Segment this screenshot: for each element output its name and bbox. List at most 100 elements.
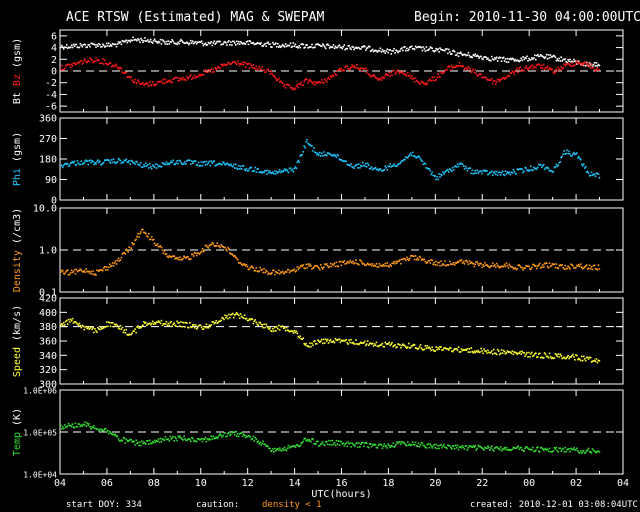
data-point bbox=[201, 440, 204, 443]
data-point bbox=[214, 245, 216, 247]
data-point bbox=[301, 338, 303, 341]
data-point bbox=[364, 67, 366, 70]
data-point bbox=[145, 40, 147, 42]
data-point bbox=[465, 349, 468, 351]
data-point bbox=[387, 165, 389, 167]
data-point bbox=[220, 163, 222, 165]
data-point bbox=[406, 444, 408, 447]
data-point bbox=[447, 348, 449, 350]
data-point bbox=[515, 60, 518, 62]
data-point bbox=[494, 352, 496, 355]
data-point bbox=[448, 65, 450, 67]
data-point bbox=[376, 446, 379, 449]
data-point bbox=[262, 440, 264, 443]
data-point bbox=[564, 65, 566, 67]
data-point bbox=[101, 45, 103, 48]
data-point bbox=[403, 441, 405, 444]
data-point bbox=[192, 324, 195, 326]
data-point bbox=[523, 450, 525, 452]
data-point bbox=[184, 438, 186, 440]
data-point bbox=[553, 72, 556, 75]
data-point bbox=[488, 79, 490, 81]
data-point bbox=[367, 344, 370, 346]
data-point bbox=[496, 264, 499, 267]
data-point bbox=[215, 320, 217, 322]
data-point bbox=[159, 245, 162, 247]
data-point bbox=[237, 62, 240, 65]
data-point bbox=[255, 43, 258, 45]
data-point bbox=[142, 166, 144, 168]
data-point bbox=[538, 262, 541, 265]
data-point bbox=[100, 428, 102, 430]
data-point bbox=[92, 270, 94, 272]
data-point bbox=[173, 77, 175, 80]
data-point bbox=[437, 48, 439, 50]
data-point bbox=[598, 64, 601, 67]
data-point bbox=[530, 268, 532, 271]
data-point bbox=[69, 318, 72, 321]
data-point bbox=[461, 349, 464, 352]
data-point bbox=[579, 265, 581, 268]
data-point bbox=[385, 167, 388, 169]
data-point bbox=[113, 43, 116, 46]
data-point bbox=[322, 342, 324, 345]
ylabel-speed: Speed (km/s) bbox=[12, 305, 23, 377]
data-point bbox=[240, 432, 243, 434]
data-point bbox=[322, 82, 325, 84]
data-point bbox=[138, 444, 140, 447]
data-point bbox=[190, 325, 192, 328]
ylabel-phi: Phi (gsm) bbox=[12, 132, 23, 186]
data-point bbox=[282, 272, 285, 275]
data-point bbox=[434, 50, 436, 52]
data-point bbox=[466, 170, 469, 172]
data-point bbox=[294, 446, 297, 448]
data-point bbox=[80, 44, 83, 47]
data-point bbox=[137, 79, 139, 81]
data-point bbox=[270, 450, 272, 452]
data-point bbox=[323, 154, 326, 156]
data-point bbox=[566, 267, 568, 270]
data-point bbox=[386, 262, 389, 264]
data-point bbox=[90, 161, 92, 164]
data-point bbox=[292, 332, 295, 334]
data-point bbox=[371, 75, 374, 77]
data-point bbox=[85, 325, 87, 328]
data-point bbox=[174, 436, 176, 438]
data-point bbox=[559, 263, 562, 266]
data-point bbox=[345, 338, 347, 341]
data-point bbox=[508, 58, 511, 61]
data-point bbox=[357, 446, 359, 448]
data-point bbox=[528, 170, 530, 172]
data-point bbox=[165, 320, 168, 323]
data-point bbox=[282, 85, 285, 88]
data-point bbox=[435, 47, 437, 50]
data-point bbox=[212, 242, 215, 245]
data-point bbox=[103, 267, 105, 269]
data-point bbox=[63, 67, 66, 70]
data-point bbox=[171, 255, 173, 258]
data-point bbox=[534, 66, 536, 69]
data-point bbox=[71, 160, 74, 163]
data-point bbox=[225, 163, 227, 165]
data-point bbox=[451, 263, 454, 266]
data-point bbox=[217, 245, 219, 247]
data-point bbox=[408, 74, 411, 77]
data-point bbox=[242, 317, 245, 319]
data-point bbox=[264, 42, 266, 45]
data-point bbox=[139, 441, 141, 444]
data-point bbox=[193, 41, 196, 44]
data-point bbox=[160, 440, 163, 443]
data-point bbox=[158, 321, 161, 323]
data-point bbox=[505, 77, 508, 79]
data-point bbox=[570, 356, 572, 358]
data-point bbox=[249, 63, 252, 65]
data-point bbox=[99, 160, 101, 162]
data-point bbox=[428, 168, 431, 170]
data-point bbox=[481, 172, 483, 175]
data-point bbox=[245, 317, 248, 320]
data-point bbox=[531, 351, 533, 354]
data-point bbox=[470, 71, 473, 73]
data-point bbox=[579, 157, 581, 160]
data-point bbox=[298, 161, 301, 163]
data-point bbox=[538, 64, 541, 66]
